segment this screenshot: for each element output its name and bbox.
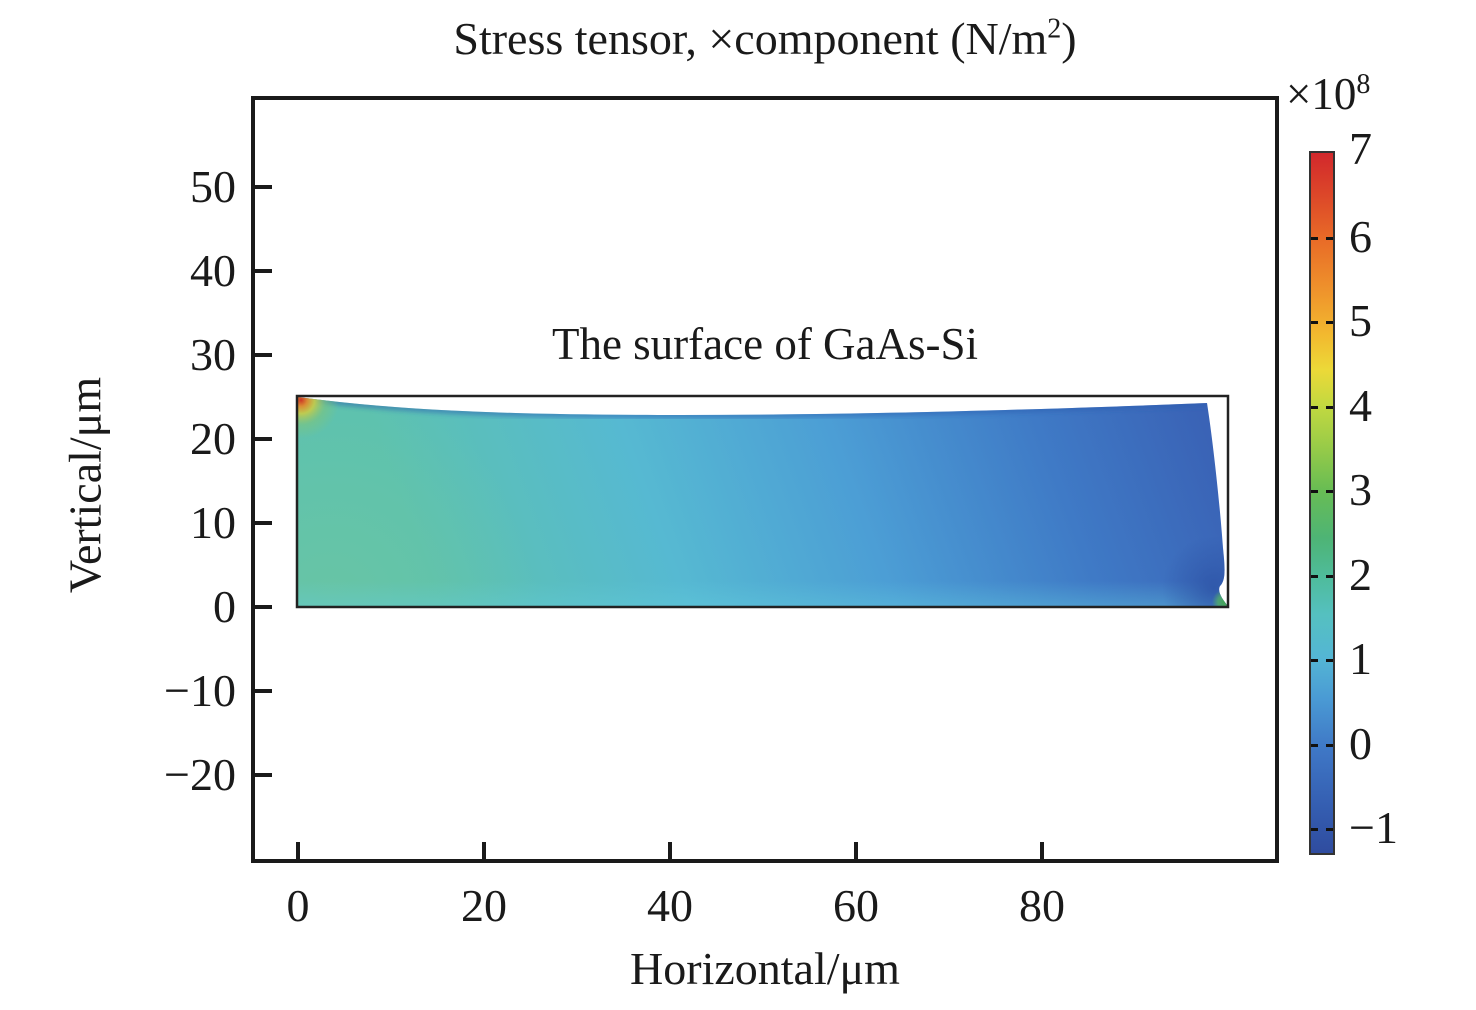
colorbar-tick-mark: [1326, 321, 1333, 324]
chart-title: Stress tensor, ×component (N/m2): [251, 12, 1279, 65]
colorbar-tick-mark: [1326, 406, 1333, 409]
y-tick-label: 30: [190, 329, 236, 380]
chart-title-main: Stress tensor, ×component (N/m: [453, 13, 1048, 64]
colorbar-tick-mark: [1311, 490, 1318, 493]
colorbar-tick-mark: [1326, 237, 1333, 240]
colorbar-tick-mark: [1311, 237, 1318, 240]
x-tick-mark: [1040, 842, 1044, 859]
x-tick-mark: [854, 842, 858, 859]
x-tick-label: 60: [833, 880, 879, 931]
x-tick-mark: [296, 842, 300, 859]
y-tick-mark: [255, 689, 272, 693]
colorbar-tick-mark: [1326, 575, 1333, 578]
x-tick-mark: [482, 842, 486, 859]
y-tick-label: 40: [190, 245, 236, 296]
colorbar-tick-mark: [1326, 490, 1333, 493]
plot-frame: [251, 96, 1279, 863]
chart-title-end: ): [1061, 13, 1077, 64]
y-tick-mark: [255, 605, 272, 609]
y-tick-label: −10: [164, 665, 236, 716]
x-tick-mark: [668, 842, 672, 859]
colorbar-label: 0: [1349, 718, 1372, 769]
y-tick-label: 0: [213, 581, 236, 632]
colorbar-tick-mark: [1311, 659, 1318, 662]
y-tick-label: −20: [164, 749, 236, 800]
colorbar-label: 7: [1349, 123, 1372, 174]
deformed-surface: [298, 397, 1228, 606]
undeformed-outline: [295, 394, 1230, 609]
stress-field-plot: [295, 394, 1230, 609]
surface-annotation: The surface of GaAs-Si: [551, 319, 979, 369]
y-tick-mark: [255, 185, 272, 189]
colorbar-multiplier-base: ×10: [1286, 69, 1357, 119]
colorbar-label: 3: [1349, 464, 1372, 515]
y-tick-mark: [255, 437, 272, 441]
colorbar-label: 1: [1349, 633, 1372, 684]
colorbar-label: 6: [1349, 211, 1372, 262]
colorbar-label: 5: [1349, 295, 1372, 346]
y-tick-label: 10: [190, 497, 236, 548]
colorbar-label: 4: [1349, 380, 1372, 431]
colorbar-tick-mark: [1311, 321, 1318, 324]
colorbar-tick-mark: [1311, 406, 1318, 409]
colorbar-tick-mark: [1311, 828, 1318, 831]
colorbar-tick-mark: [1311, 744, 1318, 747]
colorbar-tick-mark: [1326, 659, 1333, 662]
colorbar: [1309, 151, 1335, 855]
colorbar-tick-mark: [1326, 744, 1333, 747]
x-tick-label: 0: [286, 880, 310, 931]
y-tick-label: 50: [190, 161, 236, 212]
x-axis-label: Horizontal/μm: [630, 943, 900, 994]
y-tick-mark: [255, 521, 272, 525]
colorbar-tick-mark: [1326, 828, 1333, 831]
colorbar-multiplier-exponent: 8: [1356, 69, 1371, 100]
colorbar-label: 2: [1349, 549, 1372, 600]
chart-title-superscript: 2: [1047, 13, 1062, 45]
x-tick-label: 40: [647, 880, 693, 931]
colorbar-tick-mark: [1311, 575, 1318, 578]
y-tick-mark: [255, 353, 272, 357]
y-tick-mark: [255, 269, 272, 273]
x-tick-label: 80: [1019, 880, 1065, 931]
y-tick-label: 20: [190, 413, 236, 464]
colorbar-multiplier: ×108: [1286, 68, 1370, 120]
colorbar-label: −1: [1349, 802, 1398, 853]
x-tick-label: 20: [461, 880, 507, 931]
y-tick-mark: [255, 773, 272, 777]
